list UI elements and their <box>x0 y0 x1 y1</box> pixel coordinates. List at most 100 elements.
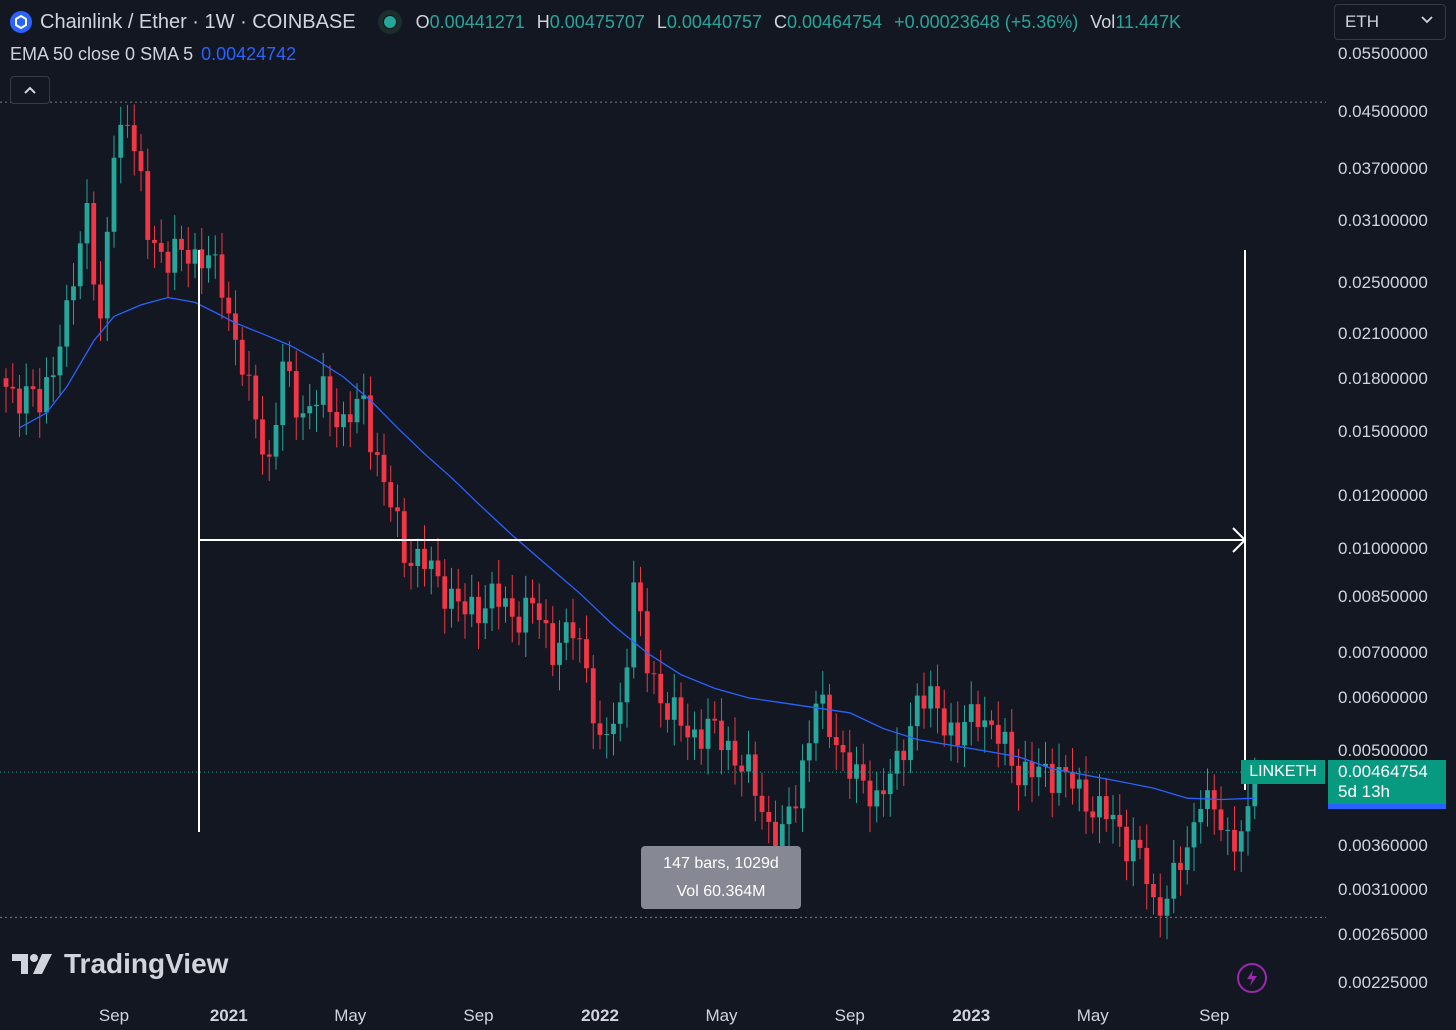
candle-body <box>1124 826 1129 862</box>
candle-body <box>1171 862 1177 899</box>
candle-body <box>482 608 488 624</box>
candle-body <box>617 702 623 724</box>
candle-body <box>1090 811 1096 818</box>
candle-body <box>921 695 927 709</box>
market-status-icon[interactable] <box>377 10 402 34</box>
candle-body <box>23 386 29 414</box>
candle-body <box>1076 779 1082 789</box>
low-key: L <box>656 11 667 32</box>
candle-body <box>293 371 299 418</box>
candle-body <box>887 773 893 795</box>
indicator-label: EMA 50 close 0 SMA 5 <box>10 44 194 64</box>
candle-body <box>752 754 758 796</box>
candle-body <box>523 597 529 633</box>
indicator-legend[interactable]: EMA 50 close 0 SMA 5 0.00424742 <box>10 44 296 65</box>
candle-body <box>30 386 36 390</box>
candle-body <box>746 754 751 772</box>
close-key: C <box>774 11 788 32</box>
candle-body <box>820 694 826 704</box>
candle-body <box>246 374 252 376</box>
candle-body <box>854 764 859 779</box>
candle-body <box>941 708 947 736</box>
candle-body <box>577 638 583 640</box>
tradingview-logo[interactable]: TradingView <box>12 948 228 980</box>
candle-body <box>300 413 306 418</box>
price-tick-label: 0.00850000 <box>1338 586 1428 606</box>
candle-body <box>827 694 832 738</box>
candle-body <box>678 697 684 726</box>
candle-body <box>935 686 940 709</box>
candle-body <box>1043 763 1048 767</box>
candle-body <box>1117 814 1123 827</box>
candle-body <box>455 588 461 602</box>
candle-body <box>1083 779 1089 812</box>
candle-body <box>638 582 643 612</box>
candle-body <box>280 361 286 426</box>
candle-body <box>185 249 191 264</box>
candle-body <box>118 124 124 158</box>
candle-body <box>1198 809 1204 823</box>
candle-body <box>975 704 981 727</box>
candle-body <box>948 722 954 736</box>
chevron-down-icon <box>1421 16 1433 24</box>
price-tick-label: 0.00600000 <box>1338 687 1428 707</box>
indicator-value: 0.00424742 <box>201 44 297 64</box>
price-tick-label: 0.01000000 <box>1338 539 1428 559</box>
candle-body <box>104 231 110 319</box>
candle-body <box>165 251 171 273</box>
candle-body <box>1056 767 1062 793</box>
candle-body <box>1016 765 1021 786</box>
price-tick-label: 0.01800000 <box>1338 368 1428 388</box>
candle-body <box>327 376 333 413</box>
candle-body <box>773 821 778 846</box>
candle-body <box>1191 822 1197 848</box>
measure-volume: Vol 60.364M <box>676 883 766 900</box>
currency-select[interactable]: ETH <box>1334 4 1446 40</box>
candle-body <box>91 203 97 285</box>
candle-body <box>881 790 886 795</box>
candle-body <box>874 790 880 807</box>
candle-body <box>806 743 812 761</box>
candle-body <box>658 673 664 704</box>
candle-body <box>611 723 616 735</box>
candle-body <box>1103 796 1109 820</box>
candle-body <box>604 734 610 736</box>
candle-body <box>759 795 765 813</box>
candle-body <box>1178 862 1183 870</box>
lightning-button[interactable] <box>1237 963 1267 993</box>
candle-body <box>253 375 259 420</box>
candle-body <box>509 598 515 617</box>
candle-body <box>1022 761 1028 786</box>
candle-body <box>1238 831 1244 852</box>
candle-body <box>1063 767 1069 772</box>
candle-body <box>1245 806 1251 832</box>
candle-body <box>631 582 637 668</box>
price-tick-label: 0.00310000 <box>1338 879 1428 899</box>
candle-body <box>584 639 589 669</box>
candle-body <box>219 254 225 298</box>
candle-body <box>725 740 731 751</box>
candle-body <box>287 361 292 372</box>
candle-body <box>158 242 164 252</box>
candle-body <box>1137 839 1143 848</box>
symbol-title[interactable]: Chainlink / Ether · 1W · COINBASE <box>40 10 356 33</box>
time-tick-label: Sep <box>98 1006 130 1025</box>
candle-body <box>705 718 711 749</box>
price-change: +0.00023648 (+5.36%) <box>894 11 1079 32</box>
candle-body <box>644 611 650 674</box>
candle-body <box>341 414 346 428</box>
chevron-up-icon <box>24 86 36 94</box>
candle-body <box>71 286 76 301</box>
candle-body <box>908 726 913 761</box>
candle-body <box>361 395 367 399</box>
candle-body <box>489 583 495 609</box>
candle-body <box>1151 884 1156 898</box>
candle-body <box>1164 898 1170 916</box>
collapse-legend-button[interactable] <box>10 76 50 104</box>
candle-body <box>273 425 279 457</box>
tradingview-logo-text: TradingView <box>64 948 229 979</box>
candle-body <box>1225 829 1231 831</box>
candle-body <box>388 482 394 508</box>
candle-body <box>334 412 340 428</box>
